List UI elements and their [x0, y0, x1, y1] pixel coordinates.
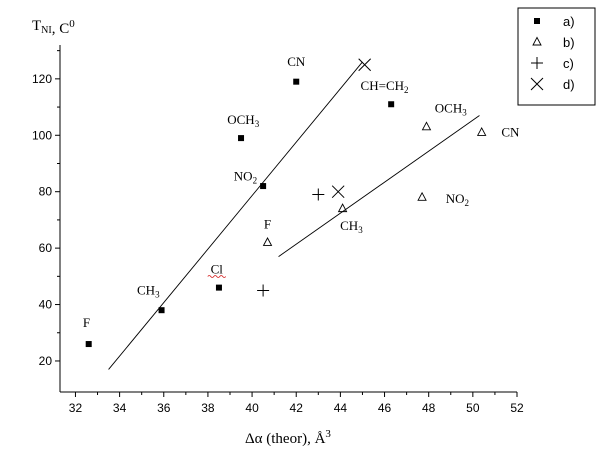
legend: a) b) c) d) — [517, 7, 596, 106]
fit-line — [108, 61, 363, 370]
point-square — [215, 284, 222, 291]
fit-line — [278, 115, 480, 257]
point-square — [238, 135, 245, 142]
x-tick-label: 44 — [334, 401, 348, 415]
point-label: F — [83, 315, 90, 330]
y-tick-label: 100 — [32, 128, 52, 142]
point-plus — [257, 284, 270, 297]
legend-box — [517, 7, 596, 106]
x-axis-title: Δα (theor), Å3 — [245, 428, 331, 447]
point-label: CH=CH2 — [361, 78, 409, 95]
point-label: CN — [287, 54, 306, 69]
x-tick-label: 32 — [69, 401, 83, 415]
data-points — [85, 58, 487, 348]
y-tick-label: 120 — [32, 72, 52, 86]
legend-items: a) b) c) d) — [530, 14, 575, 92]
point-label: F — [264, 216, 271, 231]
x-tick-label: 34 — [113, 401, 127, 415]
point-label: OCH3 — [435, 101, 467, 118]
point-triangle — [421, 121, 432, 131]
x-tick-label: 38 — [201, 401, 215, 415]
point-triangle — [262, 237, 273, 246]
point-x — [331, 185, 345, 199]
point-square — [293, 78, 300, 85]
x-tick-label: 46 — [378, 401, 392, 415]
x-ticks: 32 34 36 38 40 42 44 46 48 50 52 — [69, 392, 524, 415]
point-label: CN — [501, 125, 520, 140]
point-label: NO2 — [234, 168, 257, 185]
point-square — [534, 18, 540, 24]
point-annotations: F CH3 Cl OCH3 NO2 CN CH=CH2 F CH3 OCH3 NO2 CN — [83, 54, 520, 330]
point-label: OCH3 — [227, 112, 259, 129]
point-square — [85, 341, 92, 348]
y-tick-label: 20 — [39, 354, 53, 368]
point-plus — [531, 57, 543, 69]
y-tick-label: 40 — [39, 298, 53, 312]
point-label: Cl — [211, 262, 224, 277]
x-tick-label: 48 — [422, 401, 436, 415]
point-triangle — [532, 36, 542, 46]
legend-label: c) — [563, 56, 574, 71]
y-ticks: 20 40 60 80 100 120 — [32, 50, 60, 368]
point-label: CH3 — [137, 283, 160, 300]
point-x — [358, 58, 372, 72]
point-x — [530, 77, 544, 91]
x-tick-label: 42 — [290, 401, 304, 415]
y-tick-label: 80 — [39, 185, 53, 199]
legend-label: a) — [563, 14, 575, 29]
point-triangle — [337, 203, 348, 213]
x-tick-label: 50 — [466, 401, 480, 415]
y-tick-label: 60 — [39, 241, 53, 255]
legend-label: d) — [563, 77, 575, 92]
legend-label: b) — [563, 35, 575, 50]
point-label: NO2 — [446, 191, 469, 208]
point-triangle — [417, 191, 427, 201]
point-square — [260, 183, 267, 190]
point-square — [158, 307, 165, 314]
fit-lines — [108, 61, 480, 370]
x-tick-label: 52 — [510, 401, 524, 415]
point-label: CH3 — [340, 218, 363, 235]
point-square — [388, 101, 395, 108]
point-plus — [312, 188, 325, 201]
x-tick-label: 40 — [245, 401, 259, 415]
spell-underline — [207, 275, 227, 278]
x-tick-label: 36 — [157, 401, 171, 415]
point-triangle — [476, 126, 487, 136]
y-axis-title: TNI, C0 — [32, 18, 75, 37]
